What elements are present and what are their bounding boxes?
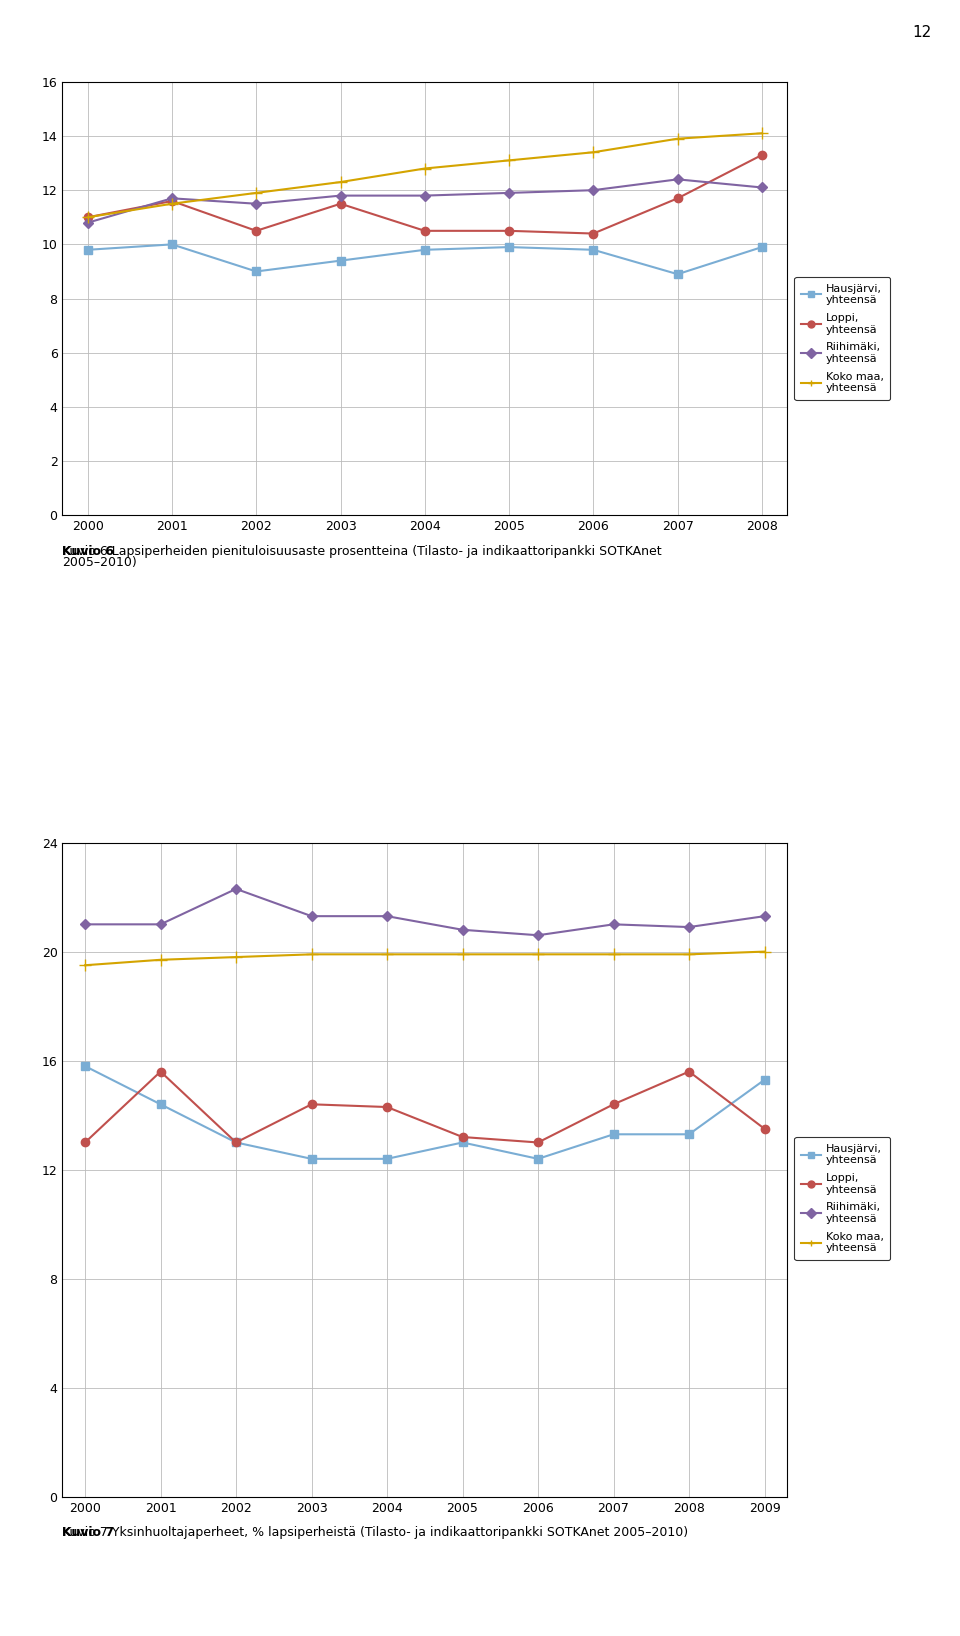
Text: Kuvio 7 Yksinhuoltajaperheet, % lapsiperheistä (Tilasto- ja indikaattoripankki S: Kuvio 7 Yksinhuoltajaperheet, % lapsiper… xyxy=(62,1526,688,1539)
Text: Kuvio 7: Kuvio 7 xyxy=(62,1526,114,1539)
Legend: Hausjärvi,
yhteensä, Loppi,
yhteensä, Riihimäki,
yhteensä, Koko maa,
yhteensä: Hausjärvi, yhteensä, Loppi, yhteensä, Ri… xyxy=(795,1137,890,1260)
Text: Kuvio 6 Lapsiperheiden pienituloisuusaste prosentteina (Tilasto- ja indikaattori: Kuvio 6 Lapsiperheiden pienituloisuusast… xyxy=(62,545,662,558)
Legend: Hausjärvi,
yhteensä, Loppi,
yhteensä, Riihimäki,
yhteensä, Koko maa,
yhteensä: Hausjärvi, yhteensä, Loppi, yhteensä, Ri… xyxy=(795,276,890,399)
Text: 12: 12 xyxy=(912,25,931,39)
Text: 2005–2010): 2005–2010) xyxy=(62,556,137,569)
Text: Kuvio 6: Kuvio 6 xyxy=(62,545,114,558)
